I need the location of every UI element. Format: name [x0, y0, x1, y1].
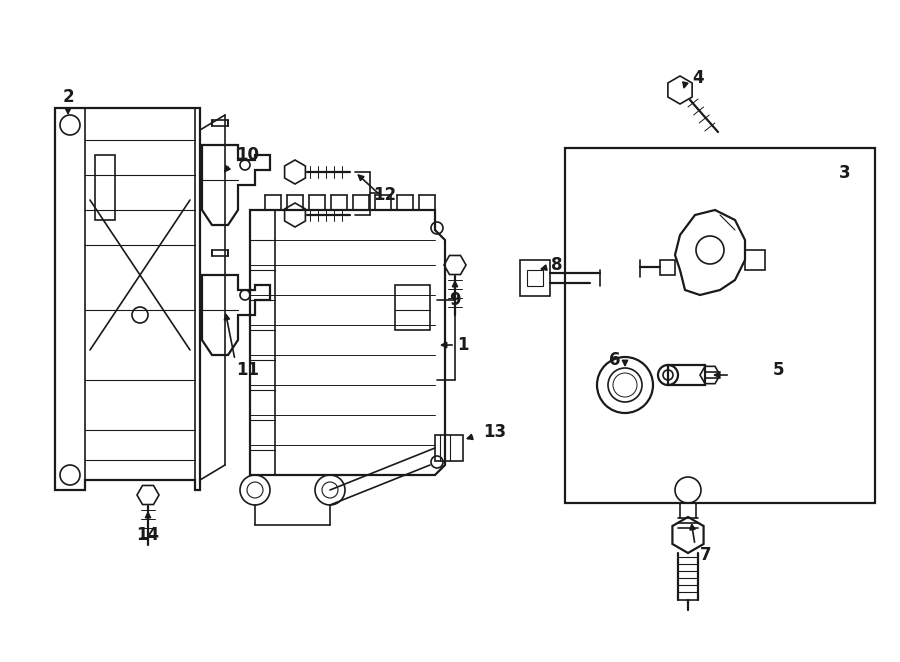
- Text: 3: 3: [839, 164, 850, 182]
- Text: 11: 11: [237, 361, 259, 379]
- Bar: [212, 250, 228, 256]
- Text: 4: 4: [692, 69, 704, 87]
- Text: 1: 1: [457, 336, 469, 354]
- Bar: [395, 285, 430, 330]
- Text: 9: 9: [449, 291, 461, 309]
- Text: 5: 5: [772, 361, 784, 379]
- Text: 2: 2: [62, 88, 74, 106]
- Text: 13: 13: [483, 423, 507, 441]
- Bar: [527, 270, 543, 286]
- Text: 7: 7: [700, 546, 712, 564]
- Text: 8: 8: [551, 256, 562, 274]
- Text: 12: 12: [374, 186, 397, 204]
- Text: 6: 6: [609, 351, 621, 369]
- Bar: [565, 148, 875, 503]
- Bar: [435, 435, 463, 461]
- Text: 10: 10: [237, 146, 259, 164]
- Bar: [520, 260, 550, 296]
- Bar: [212, 120, 228, 126]
- Bar: [95, 155, 115, 220]
- Text: 14: 14: [137, 526, 159, 544]
